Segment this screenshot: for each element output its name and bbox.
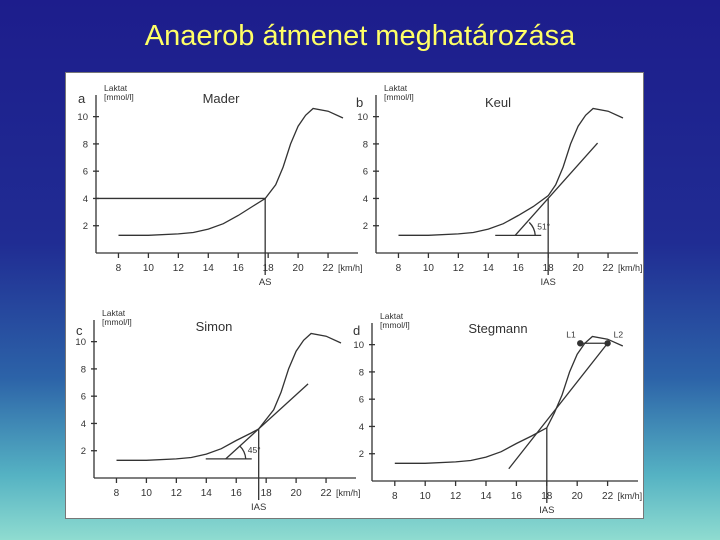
y-axis-unit: [mmol/l] xyxy=(384,92,414,102)
point-l1-label: L1 xyxy=(566,329,576,339)
y-tick-label: 8 xyxy=(81,364,86,375)
x-tick-label: 18 xyxy=(263,263,275,274)
panel-title: Simon xyxy=(196,319,233,334)
x-tick-label: 16 xyxy=(511,491,523,502)
y-axis-unit: [mmol/l] xyxy=(102,317,132,327)
x-tick-label: 16 xyxy=(231,488,243,499)
angle-label: 45° xyxy=(248,445,261,455)
x-tick-label: 16 xyxy=(233,263,245,274)
tangent-line xyxy=(508,342,609,470)
x-tick-label: 14 xyxy=(480,491,492,502)
lactate-curve xyxy=(394,335,624,464)
x-axis-unit: [km/h] xyxy=(338,263,363,273)
panel-title: Keul xyxy=(485,95,511,110)
y-tick-label: 6 xyxy=(83,167,88,178)
y-tick-label: 6 xyxy=(359,395,364,406)
y-tick-label: 8 xyxy=(359,367,364,378)
lactate-curve xyxy=(398,107,624,236)
x-tick-label: 12 xyxy=(450,491,462,502)
x-tick-label: 14 xyxy=(201,488,213,499)
y-tick-label: 6 xyxy=(81,392,86,403)
y-tick-label: 2 xyxy=(359,449,364,460)
x-tick-label: 22 xyxy=(320,488,332,499)
y-tick-label: 8 xyxy=(363,139,368,150)
x-tick-label: 14 xyxy=(483,263,495,274)
panel-letter: b xyxy=(356,95,363,110)
lactate-curve xyxy=(118,107,344,236)
x-axis-unit: [km/h] xyxy=(336,488,361,498)
x-tick-label: 20 xyxy=(293,263,305,274)
y-tick-label: 2 xyxy=(363,221,368,232)
threshold-label: IAS xyxy=(541,277,556,288)
angle-arc xyxy=(528,221,536,236)
y-tick-label: 4 xyxy=(83,194,88,205)
point-l1 xyxy=(577,340,584,347)
y-axis-label: Laktat xyxy=(384,83,408,93)
point-l2 xyxy=(604,340,611,347)
x-tick-label: 22 xyxy=(322,263,334,274)
y-tick-label: 10 xyxy=(353,340,364,351)
y-tick-label: 8 xyxy=(83,139,88,150)
x-tick-label: 20 xyxy=(572,491,584,502)
x-axis-unit: [km/h] xyxy=(618,263,643,273)
y-axis-label: Laktat xyxy=(102,308,126,318)
x-tick-label: 20 xyxy=(291,488,303,499)
panel-title: Stegmann xyxy=(468,321,527,336)
x-tick-label: 8 xyxy=(116,263,122,274)
y-axis-label: Laktat xyxy=(104,83,128,93)
panel-title: Mader xyxy=(203,91,241,106)
x-tick-label: 10 xyxy=(141,488,153,499)
chart-panel-c: c Simon Laktat[mmol/l] 2 4 6 8 10 8 10 12 14 16 18 20 2… xyxy=(75,308,360,513)
y-tick-label: 2 xyxy=(81,446,86,457)
tangent-line xyxy=(225,383,309,460)
lactate-curve xyxy=(116,332,342,461)
y-tick-label: 6 xyxy=(363,167,368,178)
y-tick-label: 4 xyxy=(363,194,368,205)
panel-letter: d xyxy=(353,323,360,338)
point-l2-label: L2 xyxy=(614,329,624,339)
lactate-threshold-figure: a Mader Laktat [mmol/l] 2 4 6 8 10 8 10 12 14 16 18 20 2… xyxy=(65,72,644,519)
x-tick-label: 8 xyxy=(396,263,402,274)
x-tick-label: 16 xyxy=(513,263,525,274)
y-tick-label: 10 xyxy=(75,337,86,348)
panel-letter: a xyxy=(78,91,86,106)
slide-title: Anaerob átmenet meghatározása xyxy=(144,20,576,52)
x-tick-label: 8 xyxy=(392,491,398,502)
x-tick-label: 22 xyxy=(602,263,614,274)
x-tick-label: 10 xyxy=(420,491,432,502)
y-axis-unit: [mmol/l] xyxy=(380,320,410,330)
threshold-label: IAS xyxy=(251,502,266,513)
x-tick-label: 12 xyxy=(173,263,185,274)
y-tick-label: 10 xyxy=(357,112,368,123)
x-tick-label: 20 xyxy=(573,263,585,274)
angle-label: 51° xyxy=(537,221,550,231)
y-tick-label: 10 xyxy=(77,112,88,123)
x-tick-label: 8 xyxy=(114,488,120,499)
angle-arc xyxy=(239,445,247,459)
y-tick-label: 2 xyxy=(83,221,88,232)
chart-panel-a: a Mader Laktat[mmol/l] 2 4 6 8 10 8 10 12 14 16 18 20 2… xyxy=(77,83,362,288)
x-tick-label: 14 xyxy=(203,263,215,274)
y-tick-label: 4 xyxy=(81,419,86,430)
x-tick-label: 22 xyxy=(602,491,614,502)
tangent-line xyxy=(514,142,599,236)
x-axis-unit: [km/h] xyxy=(618,491,643,501)
threshold-label: AS xyxy=(259,277,272,288)
x-tick-label: 10 xyxy=(423,263,435,274)
x-tick-label: 12 xyxy=(171,488,183,499)
x-tick-label: 12 xyxy=(453,263,465,274)
y-axis-unit: [mmol/l] xyxy=(104,92,134,102)
y-tick-label: 4 xyxy=(359,422,364,433)
threshold-label: IAS xyxy=(539,505,554,516)
panel-letter: c xyxy=(76,323,83,338)
x-tick-label: 10 xyxy=(143,263,155,274)
y-axis-label: Laktat xyxy=(380,311,404,321)
x-tick-label: 18 xyxy=(261,488,273,499)
